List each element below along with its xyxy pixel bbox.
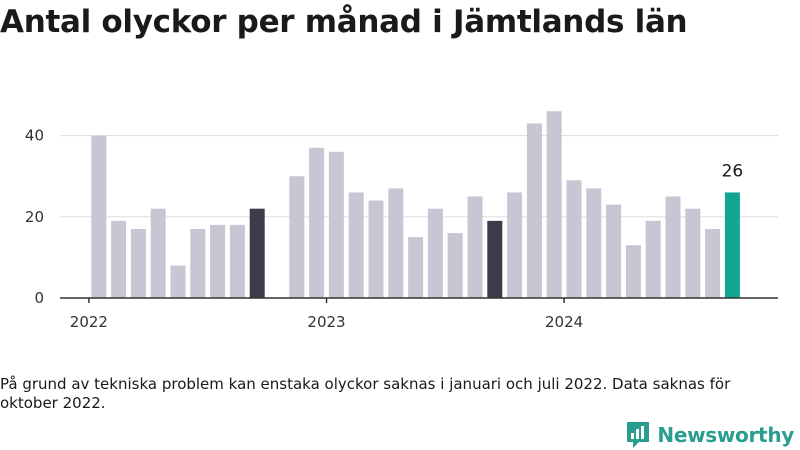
brand: Newsworthy bbox=[625, 420, 794, 450]
y-tick-label: 0 bbox=[34, 289, 44, 307]
bar bbox=[467, 196, 483, 298]
bars bbox=[91, 111, 740, 299]
y-tick-label: 20 bbox=[25, 208, 44, 226]
bar bbox=[705, 228, 721, 298]
gridlines bbox=[60, 135, 778, 218]
chart-title: Antal olyckor per månad i Jämtlands län bbox=[0, 4, 688, 40]
x-tick-label: 2023 bbox=[307, 313, 345, 331]
bar bbox=[210, 224, 226, 298]
bar bbox=[724, 192, 740, 298]
labels: 0 20 40 2022 2023 2024 26 bbox=[25, 127, 743, 331]
x-tick-label: 2024 bbox=[545, 313, 583, 331]
bar bbox=[249, 208, 265, 298]
bar bbox=[388, 188, 404, 298]
bar bbox=[408, 237, 424, 298]
bar bbox=[190, 228, 206, 298]
bar bbox=[645, 220, 661, 298]
latest-value-label: 26 bbox=[722, 161, 744, 181]
bar bbox=[150, 208, 166, 298]
footnote: På grund av tekniska problem kan enstaka… bbox=[0, 375, 731, 412]
bar bbox=[91, 135, 107, 298]
bar bbox=[566, 180, 582, 298]
bar-chart: 0 20 40 2022 2023 2024 26 bbox=[25, 111, 778, 331]
bar bbox=[526, 123, 542, 298]
bar bbox=[447, 233, 463, 298]
bar bbox=[487, 220, 503, 298]
bar bbox=[170, 265, 186, 298]
bar bbox=[348, 192, 364, 298]
newsworthy-logo-icon bbox=[627, 422, 650, 448]
bar bbox=[368, 200, 384, 298]
bar bbox=[328, 151, 344, 298]
bar bbox=[507, 192, 523, 298]
bar bbox=[546, 111, 562, 299]
bar bbox=[625, 245, 641, 298]
bar bbox=[427, 208, 443, 298]
bar bbox=[685, 208, 701, 298]
y-tick-label: 40 bbox=[25, 127, 44, 145]
x-axis bbox=[60, 297, 778, 303]
bar bbox=[229, 224, 245, 298]
bar bbox=[111, 220, 127, 298]
bar bbox=[606, 204, 622, 298]
x-tick-label: 2022 bbox=[70, 313, 108, 331]
bar bbox=[586, 188, 602, 298]
bar bbox=[309, 147, 325, 298]
bar bbox=[130, 228, 146, 298]
bar bbox=[289, 176, 305, 298]
bar bbox=[665, 196, 681, 298]
brand-name: Newsworthy bbox=[657, 423, 794, 447]
